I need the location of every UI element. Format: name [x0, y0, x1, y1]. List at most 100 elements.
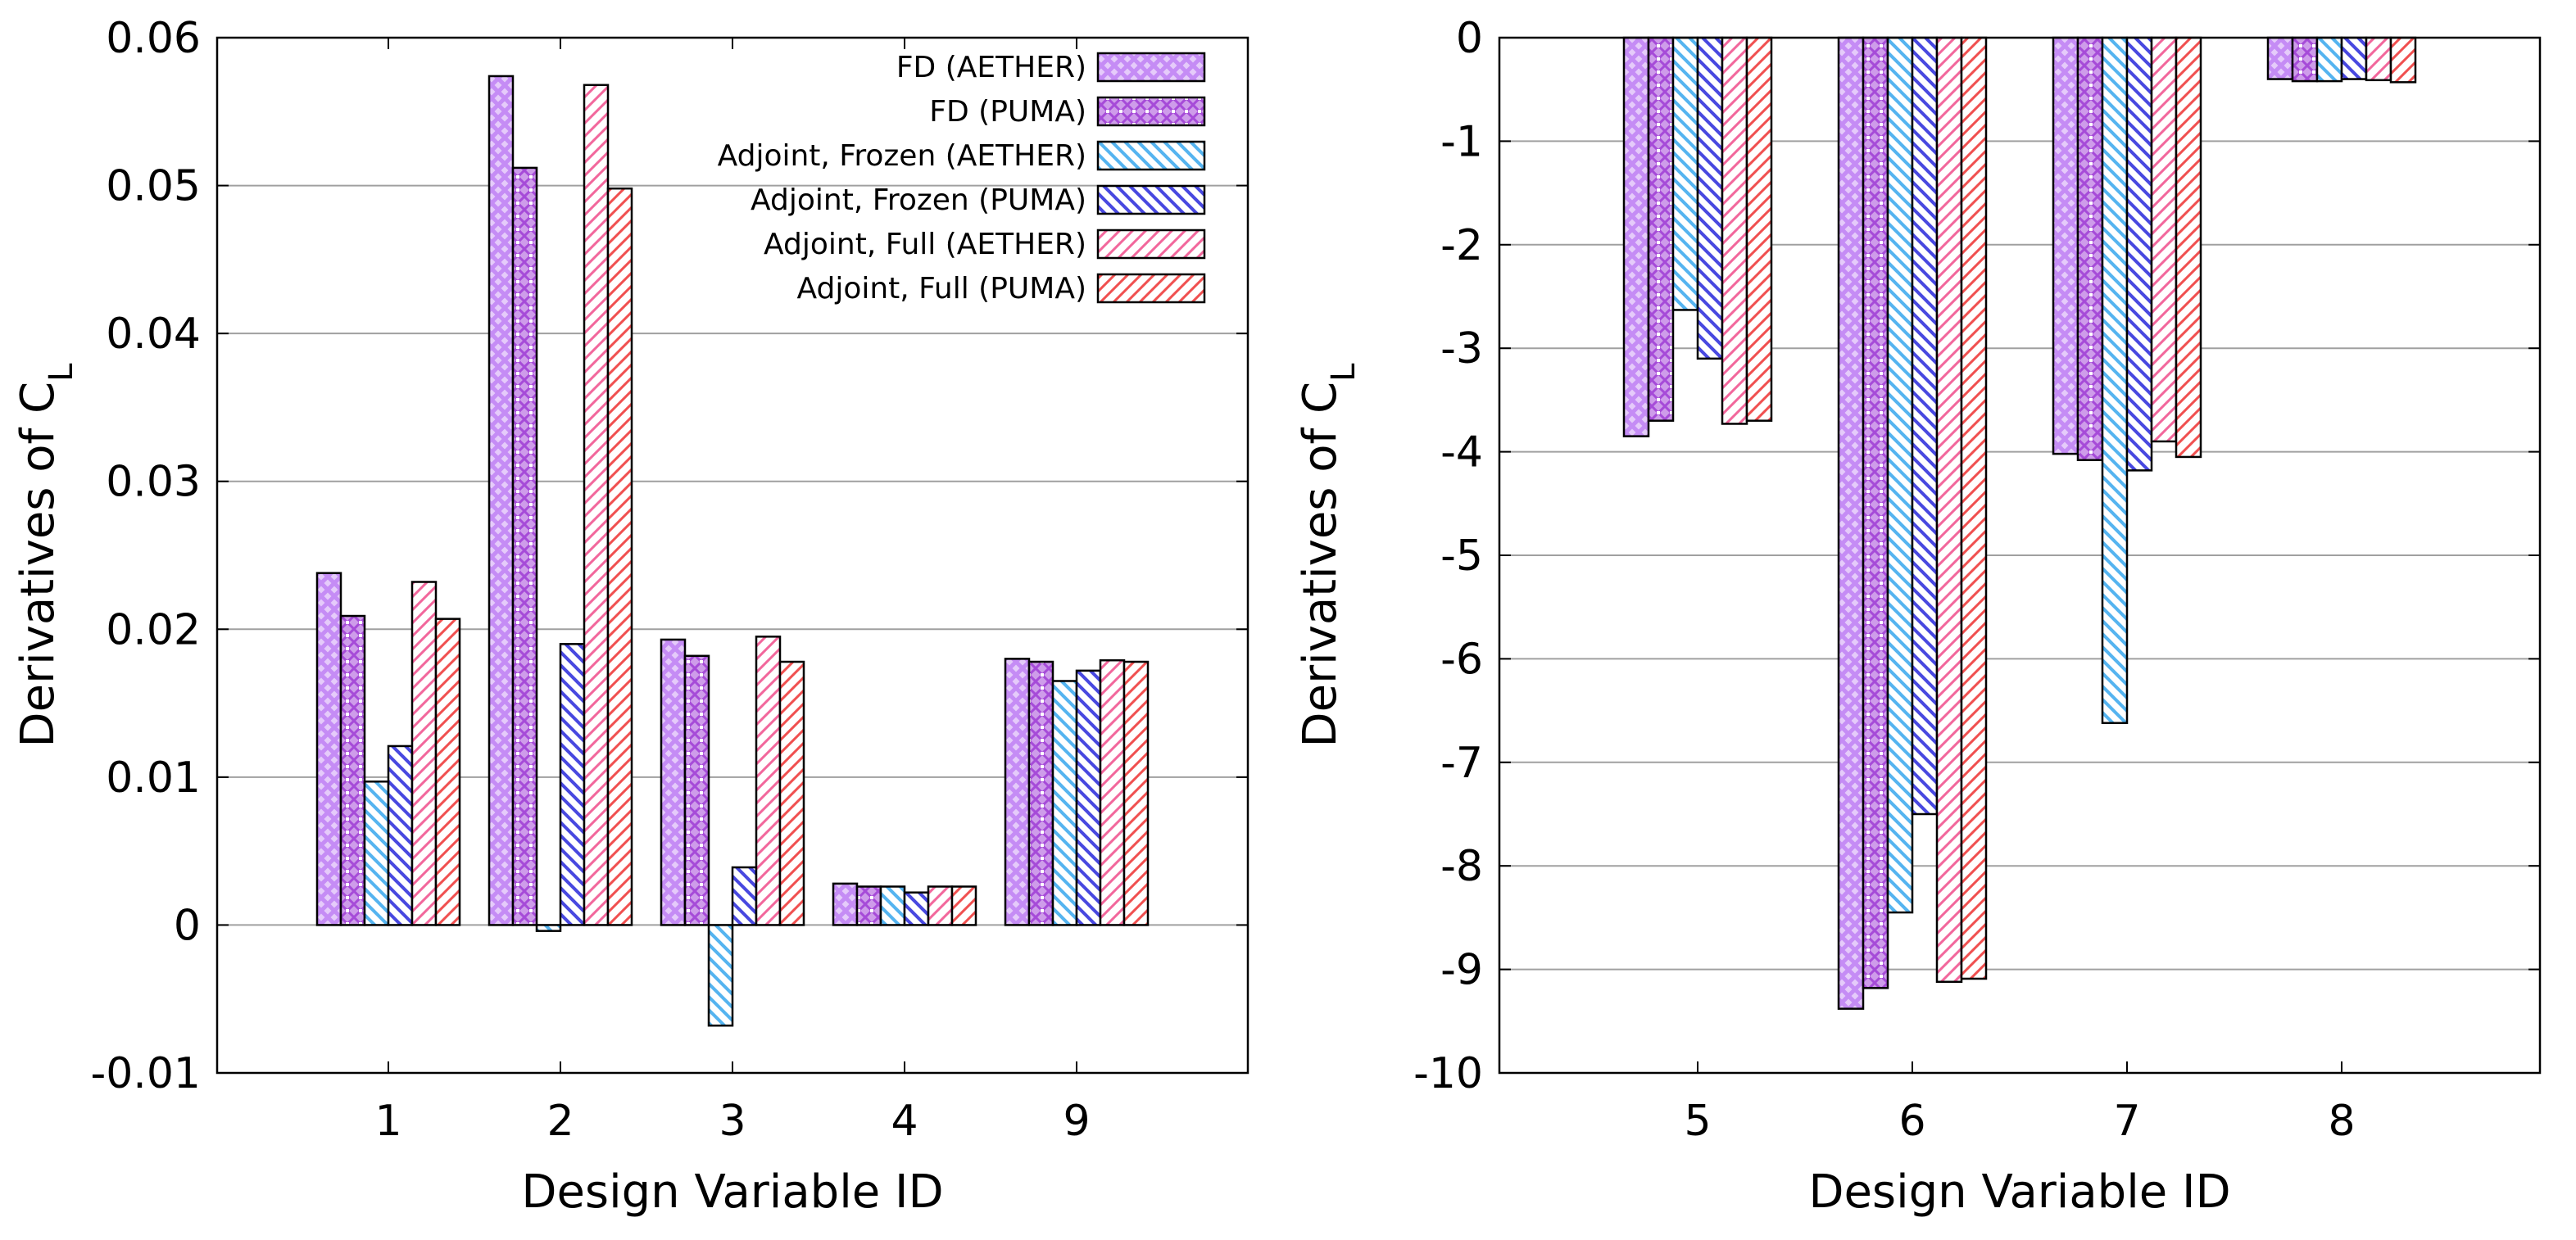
- right-ytick-label: -2: [1440, 221, 1483, 270]
- right-ytick-label: -8: [1440, 842, 1483, 891]
- right-ytick-label: -1: [1440, 117, 1483, 166]
- right-bar-adjoint-full-aether-dv7: [2150, 36, 2178, 443]
- right-ytick-label: -9: [1440, 946, 1483, 995]
- legend-label-adjoint-full-puma: Adjoint, Full (PUMA): [796, 272, 1086, 305]
- left-bar-fd-puma-dv1: [339, 614, 366, 926]
- left-bar-fd-aether-dv3: [660, 638, 687, 926]
- left-bar-adjoint-frozen-aether-dv9: [1051, 680, 1078, 926]
- right-bar-adjoint-full-aether-dv5: [1721, 36, 1748, 425]
- right-plot-frame: [1498, 36, 2542, 1075]
- right-bar-adjoint-frozen-aether-dv5: [1671, 36, 1699, 311]
- right-bar-fd-aether-dv8: [2266, 36, 2294, 80]
- left-chart-panel: -0.01 0 0.01 0.02 0.03 0.04 0.05 0.06 1 2 3 4 9 Desig…: [11, 14, 1249, 1219]
- right-ytick-label: -4: [1440, 428, 1483, 477]
- right-bar-adjoint-full-puma-dv8: [2389, 36, 2417, 84]
- left-bar-adjoint-frozen-puma-dv9: [1075, 669, 1102, 926]
- right-bar-adjoint-frozen-puma-dv8: [2340, 36, 2368, 80]
- right-bar-fd-aether-dv5: [1622, 36, 1650, 437]
- legend-swatch-fd-aether: [1096, 52, 1206, 83]
- legend-swatch-adjoint-frozen-puma: [1096, 184, 1206, 215]
- right-bar-adjoint-full-aether-dv6: [1935, 36, 1963, 984]
- legend-label-fd-aether: FD (AETHER): [896, 51, 1086, 84]
- left-bar-fd-aether-dv1: [315, 572, 342, 926]
- left-bar-adjoint-frozen-puma-dv1: [387, 744, 414, 926]
- left-bar-adjoint-full-puma-dv9: [1122, 660, 1150, 926]
- right-bar-adjoint-frozen-aether-dv8: [2315, 36, 2343, 83]
- legend-label-fd-puma: FD (PUMA): [929, 95, 1086, 129]
- left-xtick-label: 4: [891, 1097, 918, 1146]
- right-bar-adjoint-full-puma-dv7: [2175, 36, 2202, 459]
- legend-swatch-fd-puma: [1096, 96, 1206, 127]
- right-bar-adjoint-full-puma-dv5: [1745, 36, 1773, 422]
- right-x-axis-label: Design Variable ID: [1808, 1165, 2230, 1219]
- right-y-axis-label: Derivatives of CL: [1294, 363, 1363, 748]
- right-xtick-label: 5: [1684, 1097, 1711, 1146]
- left-bar-adjoint-full-puma-dv4: [950, 885, 977, 926]
- left-ytick-label: 0.03: [106, 458, 201, 507]
- right-bar-adjoint-full-puma-dv6: [1960, 36, 1988, 980]
- left-ytick-label: 0.06: [106, 14, 201, 63]
- left-ytick-label: -0.01: [90, 1049, 201, 1098]
- left-xtick-label: 2: [546, 1097, 574, 1146]
- legend-label-adjoint-frozen-puma: Adjoint, Frozen (PUMA): [751, 183, 1086, 217]
- right-bar-adjoint-frozen-aether-dv6: [1886, 36, 1914, 914]
- left-bar-adjoint-frozen-aether-dv4: [879, 885, 906, 926]
- right-bar-adjoint-frozen-puma-dv6: [1911, 36, 1939, 816]
- left-bar-fd-aether-dv9: [1004, 658, 1031, 926]
- left-plot-frame: [215, 36, 1249, 1075]
- right-bar-fd-puma-dv6: [1862, 36, 1889, 989]
- left-ytick-label: 0.05: [106, 162, 201, 211]
- left-bar-fd-aether-dv2: [488, 75, 515, 926]
- legend-label-adjoint-full-aether: Adjoint, Full (AETHER): [764, 228, 1086, 261]
- left-bar-fd-puma-dv3: [683, 654, 710, 926]
- right-bar-fd-puma-dv7: [2076, 36, 2104, 461]
- left-bar-adjoint-full-aether-dv9: [1099, 658, 1126, 926]
- left-ytick-label: 0.04: [106, 310, 201, 359]
- left-ytick-label: 0: [174, 901, 201, 950]
- right-bar-fd-aether-dv6: [1837, 36, 1865, 1010]
- left-x-axis-label: Design Variable ID: [521, 1165, 943, 1219]
- right-bar-adjoint-frozen-puma-dv5: [1696, 36, 1724, 360]
- left-bar-adjoint-frozen-aether-dv1: [363, 781, 390, 926]
- left-bar-fd-puma-dv9: [1027, 660, 1054, 926]
- left-bar-adjoint-full-puma-dv1: [434, 618, 461, 926]
- right-bar-fd-puma-dv5: [1647, 36, 1675, 422]
- left-bar-fd-puma-dv4: [855, 885, 882, 926]
- left-bar-adjoint-full-aether-dv3: [755, 636, 782, 926]
- right-bar-adjoint-frozen-aether-dv7: [2101, 36, 2129, 725]
- left-bar-adjoint-frozen-puma-dv2: [559, 643, 586, 926]
- right-xtick-label: 8: [2328, 1097, 2355, 1146]
- right-ytick-label: -10: [1413, 1049, 1483, 1098]
- left-ytick-label: 0.02: [106, 605, 201, 654]
- left-bar-adjoint-frozen-aether-dv3: [707, 924, 734, 1027]
- right-ytick-label: -6: [1440, 635, 1483, 684]
- legend-swatch-adjoint-full-puma: [1096, 273, 1206, 304]
- right-ytick-label: -5: [1440, 532, 1483, 581]
- left-bar-adjoint-full-aether-dv4: [927, 885, 954, 926]
- right-bar-adjoint-full-aether-dv8: [2365, 36, 2392, 82]
- legend-swatch-adjoint-full-aether: [1096, 229, 1206, 260]
- right-ytick-label: -3: [1440, 324, 1483, 373]
- left-bar-adjoint-frozen-puma-dv3: [731, 866, 758, 926]
- left-bar-adjoint-full-puma-dv2: [606, 187, 633, 926]
- left-bar-adjoint-full-puma-dv3: [778, 660, 805, 926]
- left-bar-adjoint-frozen-aether-dv2: [535, 924, 562, 932]
- left-ytick-label: 0.01: [106, 754, 201, 803]
- left-bar-adjoint-full-aether-dv1: [410, 581, 438, 926]
- right-bar-fd-puma-dv8: [2291, 36, 2319, 83]
- left-bar-adjoint-full-aether-dv2: [583, 84, 610, 926]
- right-ytick-label: 0: [1456, 14, 1483, 63]
- left-xtick-label: 1: [374, 1097, 401, 1146]
- legend-swatch-adjoint-frozen-aether: [1096, 140, 1206, 171]
- left-y-axis-label: Derivatives of CL: [11, 363, 80, 748]
- left-bar-fd-puma-dv2: [511, 166, 538, 926]
- right-bar-fd-aether-dv7: [2052, 36, 2079, 455]
- right-xtick-label: 7: [2113, 1097, 2140, 1146]
- left-xtick-label: 3: [719, 1097, 746, 1146]
- legend-label-adjoint-frozen-aether: Adjoint, Frozen (AETHER): [718, 139, 1086, 173]
- right-bar-adjoint-frozen-puma-dv7: [2125, 36, 2153, 472]
- right-xtick-label: 6: [1898, 1097, 1925, 1146]
